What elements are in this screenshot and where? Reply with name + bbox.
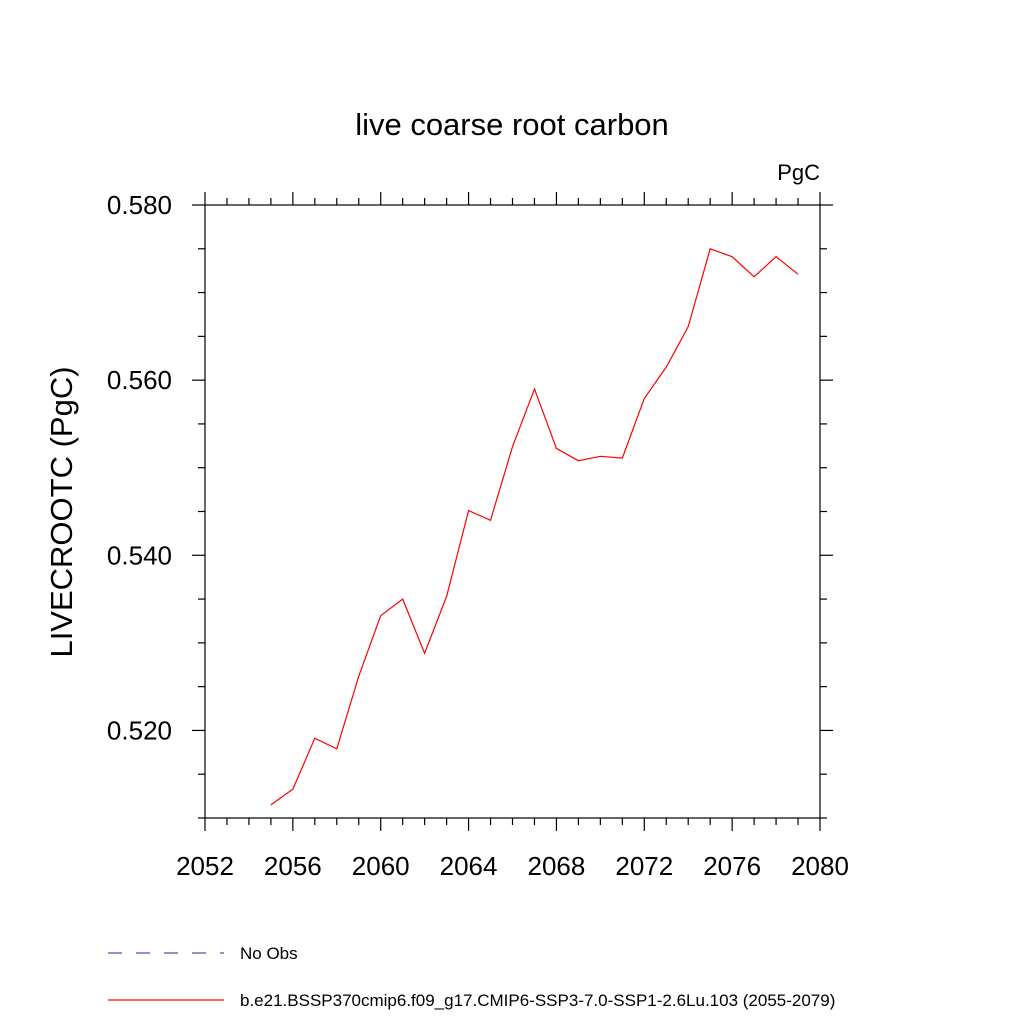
legend: No Obs b.e21.BSSP370cmip6.f09_g17.CMIP6-…: [108, 944, 835, 1010]
x-tick-label: 2060: [352, 851, 410, 881]
plot-frame: [204, 204, 821, 819]
x-tick-label: 2064: [440, 851, 498, 881]
x-tick-label: 2068: [528, 851, 586, 881]
x-tick-label: 2080: [791, 851, 849, 881]
x-tick-label: 2056: [264, 851, 322, 881]
legend-label-model-run: b.e21.BSSP370cmip6.f09_g17.CMIP6-SSP3-7.…: [240, 991, 835, 1010]
series-line: [270, 248, 799, 806]
x-tick-label: 2072: [615, 851, 673, 881]
y-tick-label: 0.560: [107, 365, 172, 395]
axes: 2052 2056 2060 2064 2068 2072 2076 2080 0.520 0.5…: [107, 190, 849, 881]
y-tick-label: 0.520: [107, 715, 172, 745]
y-tick-label: 0.580: [107, 190, 172, 220]
units-label: PgC: [777, 160, 820, 185]
series-layer: [270, 248, 799, 806]
legend-label-no-obs: No Obs: [240, 944, 298, 963]
y-axis-label: LIVECROOTC (PgC): [44, 366, 79, 657]
y-tick-label: 0.540: [107, 540, 172, 570]
x-tick-label: 2076: [703, 851, 761, 881]
chart-title: live coarse root carbon: [355, 107, 669, 142]
x-tick-label: 2052: [176, 851, 234, 881]
